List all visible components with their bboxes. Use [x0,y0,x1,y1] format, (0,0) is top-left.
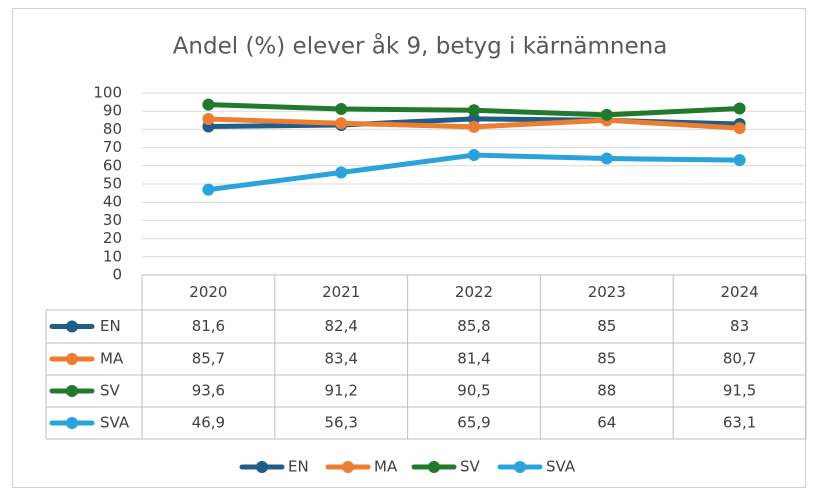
table-cell: 65,9 [457,414,490,432]
table-cell: 90,5 [457,382,490,400]
legend-label: EN [288,458,309,476]
y-tick-label: 100 [93,84,122,102]
legend-key [342,461,354,473]
table-cell: 63,1 [723,414,756,432]
table-cell: 85,7 [192,350,225,368]
chart-title: Andel (%) elever åk 9, betyg i kärnämnen… [173,32,668,60]
legend-label: SVA [546,458,576,476]
table-legend-key [66,417,78,429]
y-tick-label: 40 [103,193,122,211]
table-cell: 83 [730,317,749,335]
table-series-label: SVA [100,414,130,432]
table-cell: 85 [597,350,616,368]
data-point [335,117,348,130]
table-cell: 64 [597,414,616,432]
x-tick-label: 2021 [322,283,360,301]
y-tick-label: 20 [103,229,122,247]
table-cell: 56,3 [324,414,357,432]
legend-key [256,461,268,473]
legend-label: MA [374,458,398,476]
table-cell: 80,7 [723,350,756,368]
table-cell: 91,5 [723,382,756,400]
y-tick-label: 30 [103,211,122,229]
table-legend-key [66,320,78,333]
x-tick-label: 2024 [721,283,759,301]
y-tick-label: 0 [112,266,122,284]
y-tick-label: 50 [103,175,122,193]
data-point [335,166,348,179]
y-tick-label: 80 [103,120,122,138]
data-point [600,152,613,165]
y-tick-label: 70 [103,138,122,156]
data-point [733,154,746,167]
x-tick-label: 2022 [455,283,493,301]
table-series-label: SV [100,382,121,400]
table-cell: 46,9 [192,414,225,432]
data-point [335,103,348,116]
legend-key [428,461,440,473]
table-series-label: EN [100,317,121,335]
data-point [468,104,480,117]
table-legend-key [66,353,78,365]
table-cell: 88 [597,382,616,400]
table-cell: 81,4 [457,350,490,368]
data-point [733,102,746,115]
y-tick-label: 10 [103,247,122,265]
table-series-label: MA [100,350,124,368]
data-point [468,149,480,162]
chart-border [12,8,806,488]
x-tick-label: 2023 [588,283,626,301]
table-cell: 83,4 [324,350,357,368]
table-cell: 82,4 [324,317,357,335]
table-legend-key [66,385,78,397]
table-cell: 85 [597,317,616,335]
table-cell: 81,6 [192,317,225,335]
table-cell: 91,2 [324,382,357,400]
legend-label: SV [460,458,481,476]
x-tick-label: 2020 [189,283,227,301]
data-point [600,108,613,121]
table-cell: 93,6 [192,382,225,400]
data-point [202,113,215,126]
data-point [202,183,215,196]
legend-key [514,461,526,473]
data-point [733,122,746,135]
y-tick-label: 90 [103,102,122,120]
table-cell: 85,8 [457,317,490,335]
data-point [468,120,480,133]
y-tick-label: 60 [103,156,122,174]
data-point [202,98,215,111]
